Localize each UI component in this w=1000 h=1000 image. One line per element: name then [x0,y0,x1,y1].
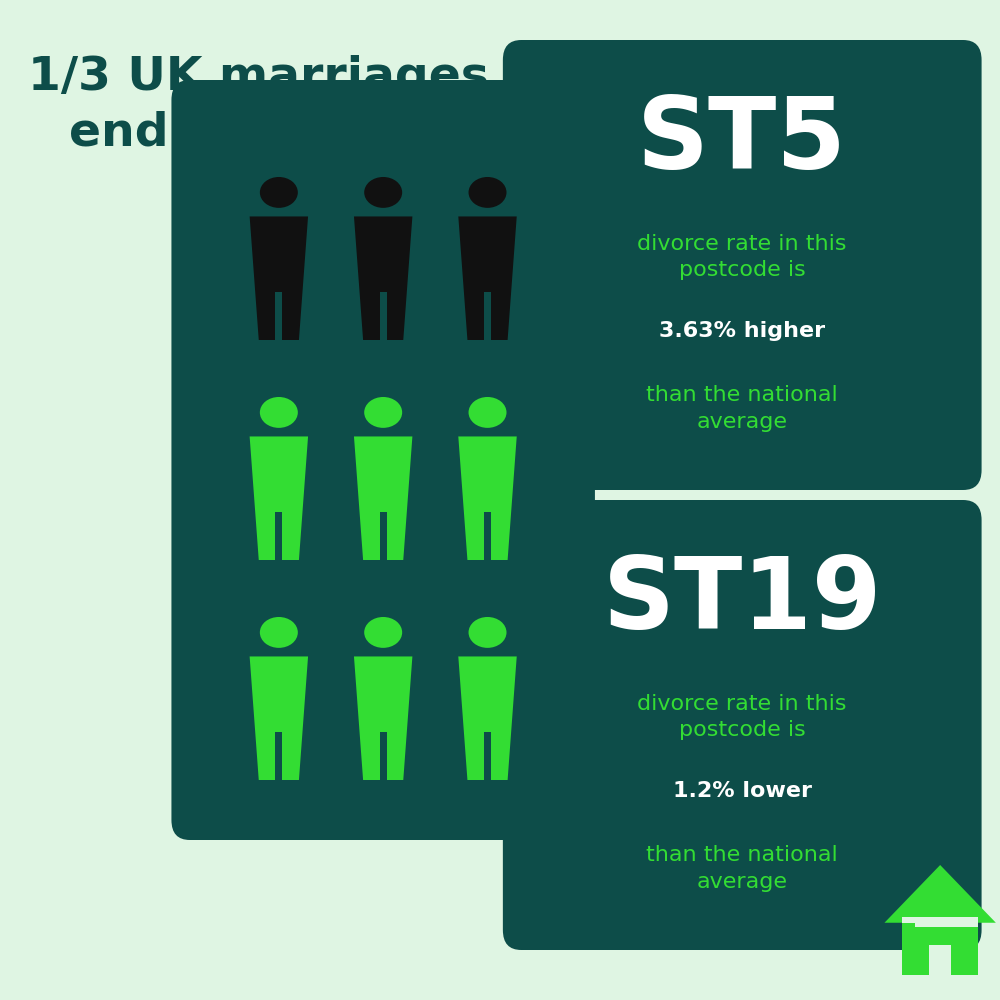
Polygon shape [250,216,308,340]
Ellipse shape [364,617,402,648]
Polygon shape [250,656,308,780]
Polygon shape [275,732,282,780]
Polygon shape [380,732,387,780]
Text: than the national
average: than the national average [646,845,838,892]
Text: divorce rate in this
postcode is: divorce rate in this postcode is [637,234,847,280]
FancyBboxPatch shape [503,40,982,490]
Polygon shape [458,656,517,780]
FancyBboxPatch shape [929,945,951,975]
FancyBboxPatch shape [902,917,978,927]
Polygon shape [484,292,491,340]
Polygon shape [354,436,412,560]
Text: 1.2% lower: 1.2% lower [673,781,812,801]
Ellipse shape [469,617,507,648]
Ellipse shape [364,397,402,428]
Polygon shape [380,512,387,560]
Polygon shape [250,436,308,560]
Polygon shape [275,512,282,560]
FancyBboxPatch shape [503,500,982,950]
FancyBboxPatch shape [171,80,595,840]
Text: than the national
average: than the national average [646,385,838,432]
Ellipse shape [260,617,298,648]
Ellipse shape [469,397,507,428]
Text: ST5: ST5 [637,93,847,190]
Polygon shape [458,216,517,340]
Polygon shape [354,216,412,340]
FancyBboxPatch shape [902,920,978,975]
Ellipse shape [469,177,507,208]
Polygon shape [275,292,282,340]
Ellipse shape [260,397,298,428]
Ellipse shape [260,177,298,208]
Polygon shape [484,732,491,780]
Text: 1/3 UK marriages
end in divorce: 1/3 UK marriages end in divorce [28,55,489,155]
Polygon shape [484,512,491,560]
FancyBboxPatch shape [902,923,915,975]
Text: ST19: ST19 [603,554,882,650]
Polygon shape [380,292,387,340]
Text: divorce rate in this
postcode is: divorce rate in this postcode is [637,694,847,740]
Polygon shape [354,656,412,780]
Ellipse shape [364,177,402,208]
Polygon shape [884,865,996,923]
Polygon shape [458,436,517,560]
Text: 3.63% higher: 3.63% higher [659,321,825,341]
